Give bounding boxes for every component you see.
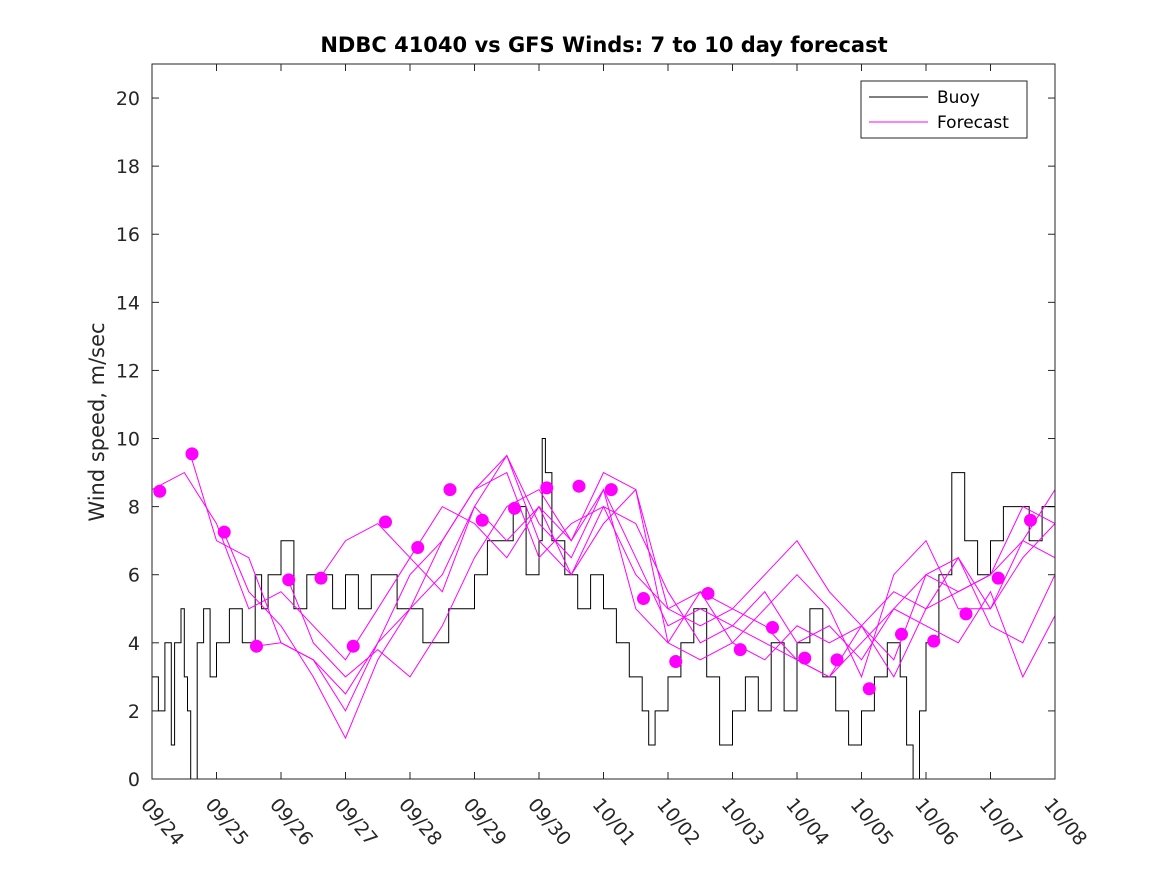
marker-layer bbox=[153, 447, 1037, 696]
forecast-marker bbox=[894, 627, 908, 641]
forecast-marker bbox=[282, 573, 296, 587]
y-tick-label: 10 bbox=[116, 429, 140, 451]
forecast-marker bbox=[540, 481, 554, 495]
forecast-marker bbox=[249, 639, 263, 653]
forecast-marker bbox=[733, 643, 747, 657]
y-tick-label: 14 bbox=[116, 292, 140, 314]
forecast-marker bbox=[636, 592, 650, 606]
y-tick-label: 16 bbox=[116, 224, 140, 246]
forecast-marker bbox=[701, 586, 715, 600]
forecast-marker bbox=[798, 651, 812, 665]
series-layer bbox=[151, 438, 1056, 780]
series-forecast-4 bbox=[255, 471, 1056, 712]
chart-title: NDBC 41040 vs GFS Winds: 7 to 10 day for… bbox=[320, 33, 887, 57]
y-tick-label: 0 bbox=[128, 769, 140, 791]
forecast-marker bbox=[572, 479, 586, 493]
forecast-marker bbox=[830, 653, 844, 667]
forecast-marker bbox=[604, 483, 618, 497]
forecast-marker bbox=[346, 639, 360, 653]
legend-box bbox=[860, 80, 1028, 139]
forecast-marker bbox=[411, 540, 425, 554]
y-tick-label: 8 bbox=[128, 497, 140, 519]
forecast-marker bbox=[669, 655, 683, 669]
y-tick-label: 4 bbox=[128, 633, 140, 655]
forecast-marker bbox=[185, 447, 199, 461]
plot-frame bbox=[151, 63, 1056, 780]
legend-label-buoy: Buoy bbox=[937, 88, 980, 108]
y-tick-label: 2 bbox=[128, 701, 140, 723]
forecast-marker bbox=[991, 571, 1005, 585]
forecast-marker bbox=[378, 515, 392, 529]
series-buoy bbox=[152, 438, 1055, 780]
series-forecast-2 bbox=[190, 454, 1056, 695]
forecast-marker bbox=[959, 607, 973, 621]
forecast-marker bbox=[153, 484, 167, 498]
forecast-marker bbox=[862, 682, 876, 696]
y-tick-label: 12 bbox=[116, 360, 140, 382]
y-tick-label: 18 bbox=[116, 156, 140, 178]
forecast-marker bbox=[507, 501, 521, 515]
forecast-marker bbox=[217, 525, 231, 539]
forecast-marker bbox=[765, 620, 779, 634]
forecast-marker bbox=[314, 571, 328, 585]
legend-label-forecast: Forecast bbox=[937, 113, 1009, 133]
plot-area bbox=[152, 64, 1055, 779]
y-tick-label: 6 bbox=[128, 565, 140, 587]
series-forecast-6 bbox=[319, 454, 1056, 661]
y-tick-label: 20 bbox=[116, 88, 140, 110]
forecast-marker bbox=[443, 483, 457, 497]
forecast-marker bbox=[927, 634, 941, 648]
forecast-marker bbox=[475, 513, 489, 527]
forecast-marker bbox=[1023, 513, 1037, 527]
y-axis-label: Wind speed, m/sec bbox=[85, 322, 109, 521]
legend: Buoy Forecast bbox=[860, 80, 1028, 139]
